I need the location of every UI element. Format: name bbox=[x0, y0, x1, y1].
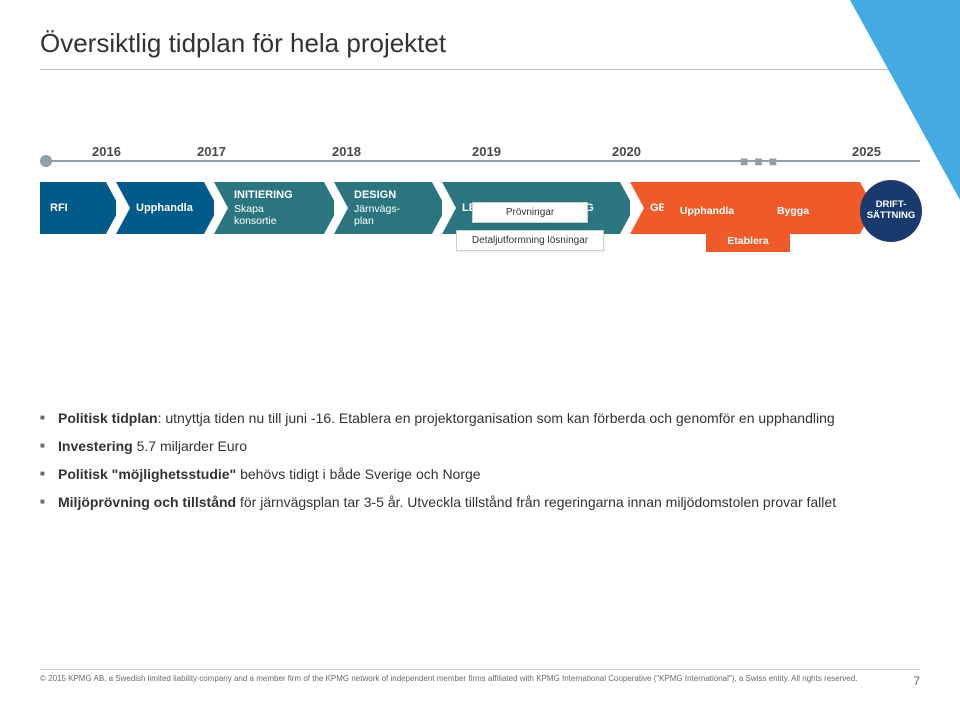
footer-copyright: © 2015 KPMG AB, a Swedish limited liabil… bbox=[40, 674, 857, 684]
phase-rfi: RFI bbox=[40, 182, 106, 234]
legal-subbox: Detaljutformning lösningar bbox=[456, 230, 604, 251]
footer-page-number: 7 bbox=[913, 674, 920, 688]
bullet-item: Politisk "möjlighetsstudie" behövs tidig… bbox=[40, 466, 920, 482]
phase-design: DESIGNJärnvägs- plan bbox=[334, 182, 432, 234]
year-2020: 2020 bbox=[610, 144, 643, 159]
legal-subbox: Prövningar bbox=[472, 202, 588, 223]
year-2018: 2018 bbox=[330, 144, 363, 159]
bullet-item: Politisk tidplan: utnyttja tiden nu till… bbox=[40, 410, 920, 426]
axis-gap-dots: ■ ■ ■ bbox=[740, 153, 778, 169]
axis-line bbox=[46, 160, 920, 162]
bullet-item: Miljöprövning och tillstånd för järnvägs… bbox=[40, 494, 920, 510]
title-rule bbox=[40, 69, 920, 70]
year-2025: 2025 bbox=[850, 144, 883, 159]
genom-subbox: Bygga bbox=[758, 200, 828, 222]
phase-upph1: Upphandla bbox=[116, 182, 204, 234]
year-2019: 2019 bbox=[470, 144, 503, 159]
slide-page: Översiktlig tidplan för hela projektet ■… bbox=[0, 0, 960, 702]
year-2016: 2016 bbox=[90, 144, 123, 159]
drift-circle: DRIFT- SÄTTNING bbox=[860, 180, 922, 242]
footer: © 2015 KPMG AB, a Swedish limited liabil… bbox=[40, 669, 920, 688]
bullet-list: Politisk tidplan: utnyttja tiden nu till… bbox=[40, 410, 920, 510]
year-axis: ■ ■ ■ 2016 2017 2018 2019 2020 2025 bbox=[40, 150, 920, 172]
timeline: ■ ■ ■ 2016 2017 2018 2019 2020 2025 RFIU… bbox=[40, 150, 920, 300]
phase-init: INITIERINGSkapa konsortie bbox=[214, 182, 324, 234]
bullet-item: Investering 5.7 miljarder Euro bbox=[40, 438, 920, 454]
genom-subbox: Etablera bbox=[706, 230, 790, 252]
phase-row: RFIUpphandlaINITIERINGSkapa konsortieDES… bbox=[40, 182, 920, 302]
year-2017: 2017 bbox=[195, 144, 228, 159]
genom-subbox: Upphandla bbox=[664, 200, 750, 222]
page-title: Översiktlig tidplan för hela projektet bbox=[40, 28, 920, 59]
